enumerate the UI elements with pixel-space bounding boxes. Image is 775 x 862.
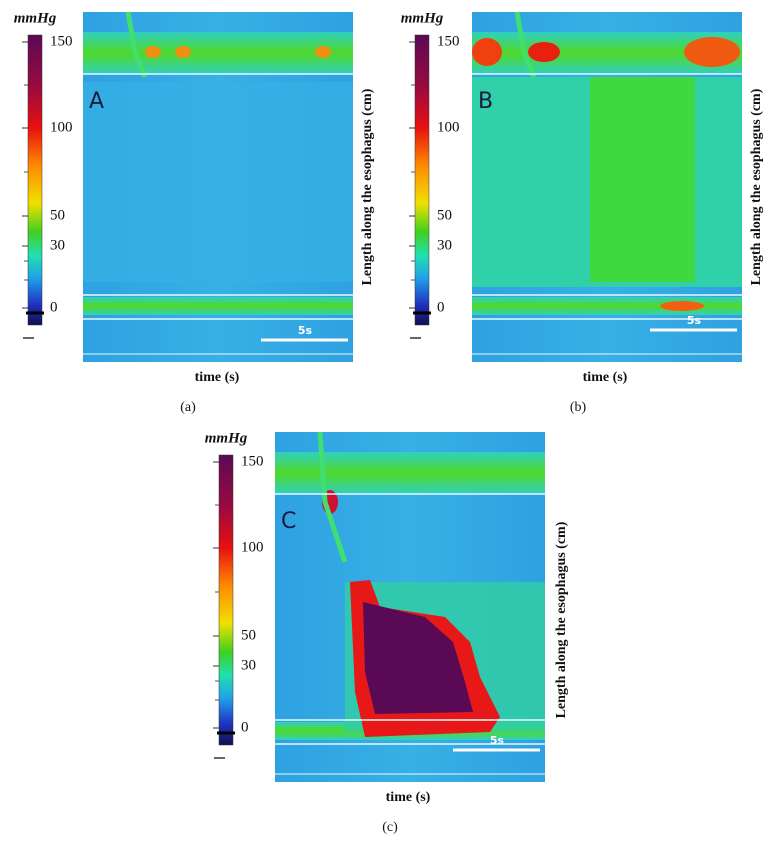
hot-spot	[684, 37, 740, 67]
caption: (a)	[180, 400, 196, 415]
unit-label: mmHg	[401, 10, 444, 26]
color-bar-tick-label: 0	[50, 299, 58, 315]
swallow-trace	[125, 11, 148, 78]
pressure-band	[275, 452, 545, 494]
color-bar-tick-label: 50	[241, 627, 256, 643]
color-bar-tick-label: 30	[50, 237, 65, 253]
color-bar-tick-label: 50	[437, 207, 452, 223]
y-axis-label: Length along the esophagus (cm)	[360, 88, 375, 285]
unit-label: mmHg	[205, 430, 248, 446]
color-bar: mmHg 150 100 50 30 0	[205, 430, 264, 759]
color-bar-tick-label: 100	[50, 119, 73, 135]
heatmap-region	[590, 77, 695, 282]
hot-spot	[528, 42, 560, 62]
panel-letter: A	[89, 89, 104, 114]
unit-label: mmHg	[14, 10, 57, 26]
hot-spot	[315, 46, 331, 58]
x-axis-label: time (s)	[386, 790, 431, 805]
hot-spot	[472, 38, 502, 66]
color-bar-tick-label: 150	[50, 33, 73, 49]
caption: (b)	[570, 400, 587, 415]
heatmap-region	[83, 82, 353, 282]
color-bar-tick-label: 100	[241, 539, 264, 555]
pressure-band	[83, 297, 353, 315]
scale-bar-label: 5s	[490, 734, 505, 747]
panel-letter: C	[281, 509, 296, 534]
color-bar-fill	[27, 34, 43, 326]
color-bar-fill	[414, 34, 430, 326]
color-bar-tick-label: 100	[437, 119, 460, 135]
panel: C 5s	[275, 431, 545, 782]
caption: (c)	[382, 820, 398, 835]
color-bar: mmHg 150 100 50 30 0	[14, 10, 73, 339]
pressurization-inner	[363, 602, 473, 714]
swallow-trace	[317, 431, 348, 563]
y-axis-label: Length along the esophagus (cm)	[749, 88, 764, 285]
color-bar-tick-label: 150	[437, 33, 460, 49]
hot-spot	[175, 46, 191, 58]
x-axis-label: time (s)	[195, 370, 240, 385]
color-bar-tick-label: 0	[437, 299, 445, 315]
color-bar-tick-label: 30	[241, 657, 256, 673]
swallow-trace	[514, 11, 537, 78]
hot-spot	[145, 46, 161, 58]
hot-spot	[660, 301, 704, 311]
panel: B 5s	[472, 11, 742, 362]
color-bar-tick-label: 30	[437, 237, 452, 253]
y-axis-label: Length along the esophagus (cm)	[554, 521, 569, 718]
x-axis-label: time (s)	[583, 370, 628, 385]
panel-letter: B	[478, 89, 493, 114]
color-bar-tick-label: 50	[50, 207, 65, 223]
color-bar-tick-label: 0	[241, 719, 249, 735]
color-bar-tick-label: 150	[241, 453, 264, 469]
color-bar: mmHg 150 100 50 30 0	[401, 10, 460, 339]
scale-bar-label: 5s	[687, 314, 702, 327]
pressure-band	[83, 32, 353, 74]
scale-bar-label: 5s	[298, 324, 313, 337]
color-bar-fill	[218, 454, 234, 746]
panel: A 5s	[83, 11, 353, 362]
